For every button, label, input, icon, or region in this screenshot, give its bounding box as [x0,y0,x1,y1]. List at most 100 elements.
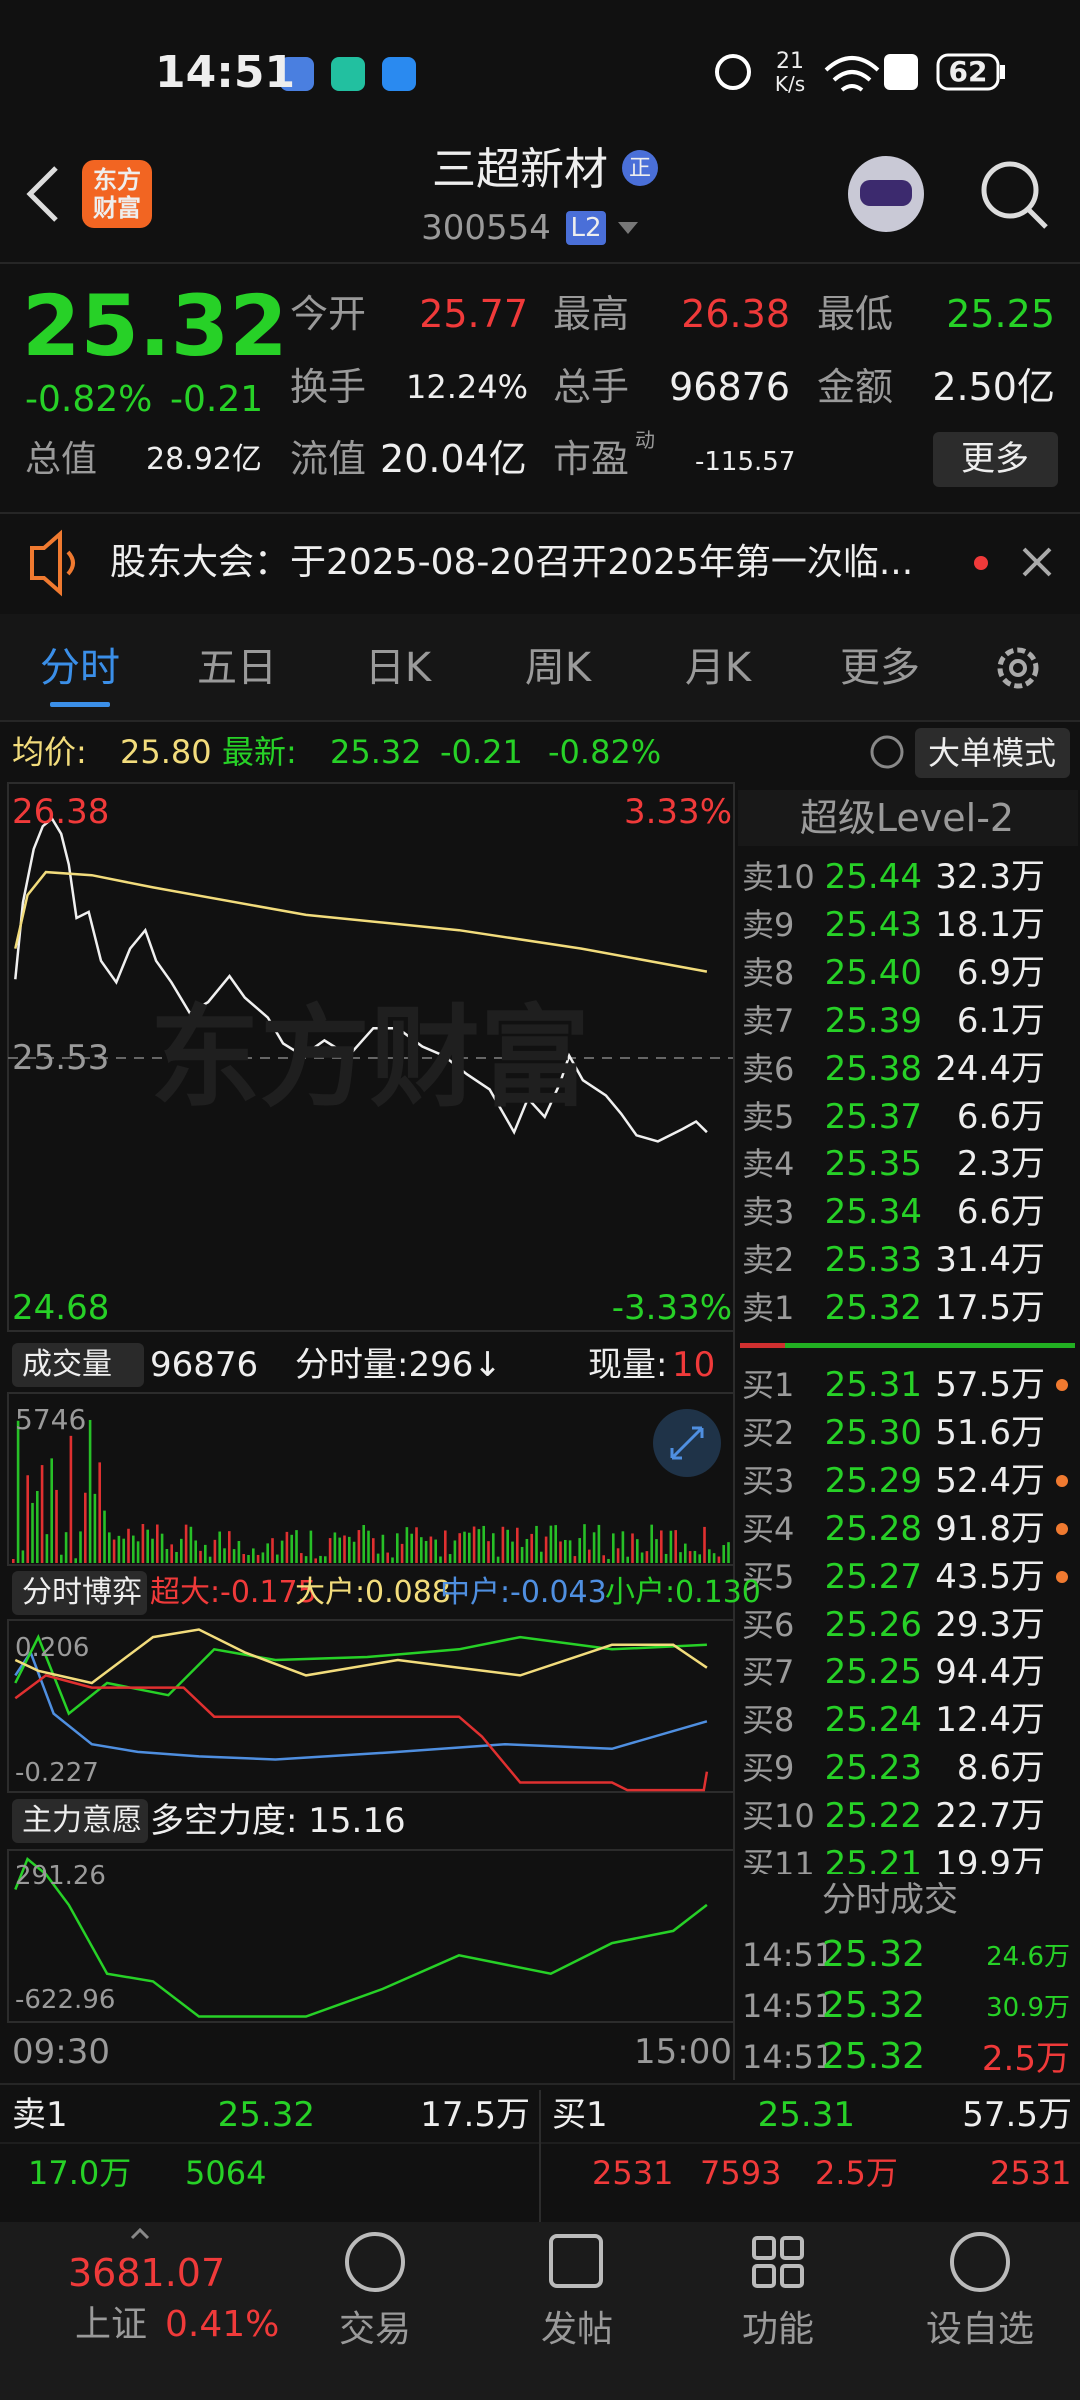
volume-bar-shape [12,1559,15,1563]
line-shape [14,1628,708,1685]
tab: 五日 [197,645,277,691]
label: 最新: [222,733,297,771]
volume-bar-shape [540,1551,543,1563]
nav-item[interactable]: 功能 [741,2309,815,2350]
field-label: 金额 [817,365,894,409]
bid-label: 买3 [742,1461,795,1500]
stock-name: 三超新材 [432,144,608,195]
bid-label: 买4 [742,1509,795,1548]
volume-bar-shape [184,1524,188,1563]
volume-bar-shape [472,1526,476,1563]
nav-item[interactable]: 发帖 [540,2309,614,2350]
bid-label: 买11 [742,1845,815,1874]
volume-bar-shape [578,1538,581,1563]
volume-bar-shape [424,1540,428,1563]
volume-bar-shape [573,1556,577,1563]
line-shape [14,870,708,973]
battery: 62 [948,55,988,88]
nav-item[interactable]: 设自选 [925,2309,1035,2350]
watermark: 东方财富 [150,994,590,1122]
field-label: 换手 [290,365,367,409]
trade-volume: 24.6万 [986,1942,1070,1972]
more-label: 更多 [961,439,1029,479]
volume-bar-shape [391,1557,394,1563]
ask-price: 25.39 [824,1000,922,1041]
bid-volume: 51.6万 [935,1412,1045,1453]
volume-bar-shape [487,1541,490,1563]
ask-volume: 6.6万 [956,1192,1045,1233]
nav-item[interactable]: 交易 [338,2309,412,2350]
detail: 2531 [990,2154,1072,2192]
pct-high: 3.33% [623,792,732,832]
volume-bar-shape [564,1539,567,1563]
volume-bar-shape [309,1530,313,1563]
volume-bar-shape [708,1549,711,1563]
ask-price: 25.43 [824,904,922,945]
ask-label: 卖3 [742,1193,795,1232]
volume-bar-shape [554,1525,557,1563]
bid-volume: 91.8万 [935,1508,1045,1549]
net-speed-unit: K/s [774,72,806,96]
volume-bar-shape [333,1532,337,1563]
game-selector[interactable] [12,1571,147,1615]
price-mid: 25.53 [12,1038,110,1078]
volume-bar-shape [189,1526,193,1563]
volume-bar-shape [405,1527,409,1563]
detail: 17.0万 [28,2154,132,2192]
volume-bar-shape [352,1541,356,1563]
volume-bar-shape [204,1544,207,1563]
value: 25.32 [330,733,422,771]
mode-label: 大单模式 [927,734,1057,772]
volume-bar-shape [520,1546,524,1563]
more-button[interactable] [933,432,1058,487]
volume-bar-shape [136,1541,140,1563]
game-item-value: -0.043 [510,1575,607,1610]
volume-bar-shape [295,1530,298,1563]
field-value: 25.25 [946,292,1055,336]
game-item-value: 0.088 [365,1575,451,1610]
volume-bar-shape [453,1540,457,1563]
volume-selector[interactable] [12,1343,144,1387]
bid-price: 25.27 [824,1556,922,1597]
volume-bar-shape [482,1525,485,1563]
ask-label: 卖5 [742,1097,795,1136]
volume-bar-shape [276,1554,279,1563]
volume-bar-shape [386,1552,389,1563]
tab: 日K [364,645,432,691]
bid-price: 25.31 [757,2095,855,2135]
bid-label: 买1 [742,1366,795,1404]
ask-price: 25.32 [217,2095,315,2135]
label: 总值 [25,439,98,480]
label: 市盈 [553,437,630,481]
volume-bar-shape [79,1531,82,1563]
volume-bar-shape [583,1524,586,1563]
game-item-label: 中户: [440,1575,511,1610]
volume-bar-shape [146,1529,149,1563]
field-label: 今开 [290,292,367,336]
bid-volume: 8.6万 [956,1748,1045,1789]
force-text: 多空力度: 15.16 [150,1801,406,1841]
bid-dot [1056,1570,1068,1583]
trade-time: 14:51 [742,1987,835,2025]
volume-max: 5746 [15,1403,87,1436]
volume-bar-shape [194,1540,197,1563]
ask-label: 卖10 [742,858,815,896]
volume-bar-shape [362,1525,365,1563]
tab: 月K [684,645,752,691]
volume-bar-shape [636,1539,639,1563]
mode-button[interactable] [915,728,1070,778]
value: 28.92亿 [146,442,262,477]
volume-bar-shape [693,1550,697,1563]
force-label: 主力意愿 [22,1803,142,1838]
game-item-label: 超大: [150,1575,221,1610]
volume-bar-shape [616,1548,620,1563]
force-selector[interactable] [12,1799,148,1843]
tab: 周K [524,645,592,691]
volume-bar-shape [108,1532,111,1563]
volume-bar-shape [372,1538,375,1563]
volume-bar-shape [568,1540,572,1563]
ask-price: 25.33 [824,1240,922,1281]
volume-bar-shape [559,1541,562,1563]
volume-bar-shape [381,1534,385,1563]
volume-bar-shape [228,1531,231,1563]
